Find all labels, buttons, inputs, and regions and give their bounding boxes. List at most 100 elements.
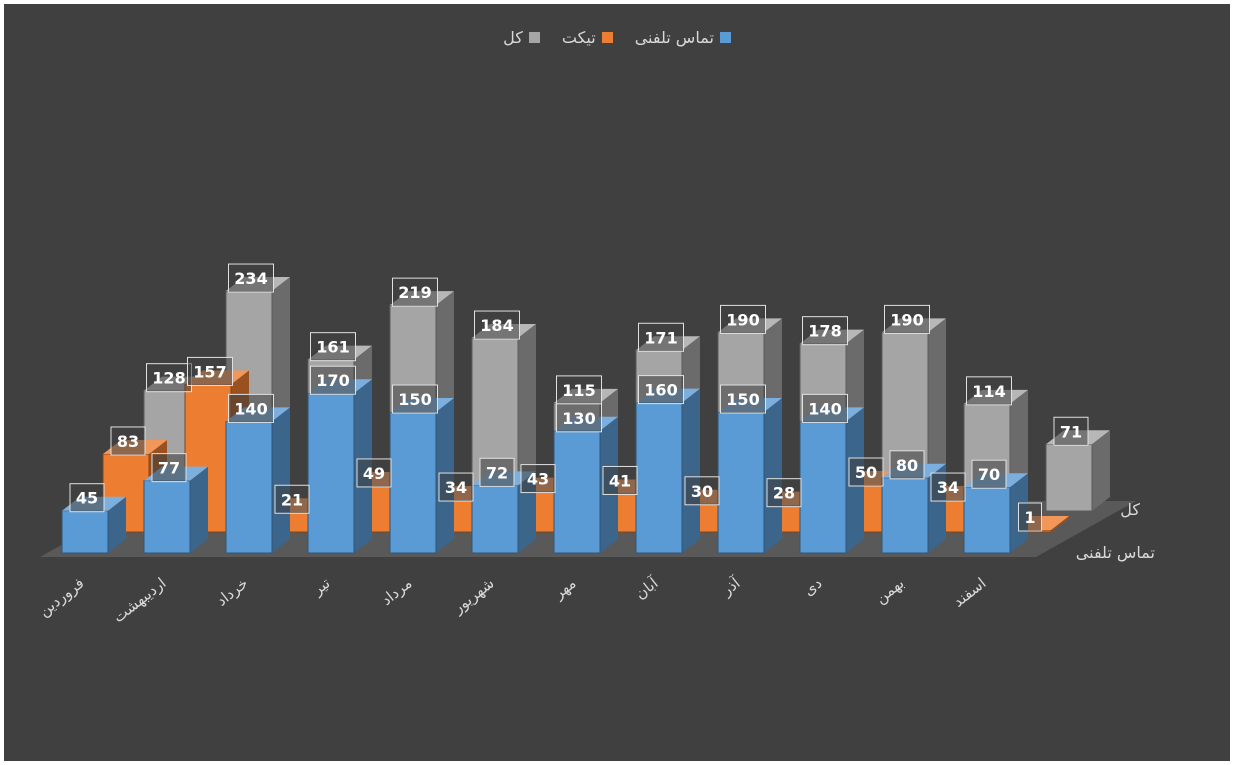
legend-entry-phone: تماس تلفنی [635,28,731,47]
data-label-text: 115 [562,381,595,400]
bar [635,388,700,554]
data-label-box [802,393,848,423]
data-label-box [392,277,438,307]
category-label: دی [800,574,826,600]
bar-side [1092,430,1110,511]
data-label: 170 [310,365,356,395]
bar-side [272,407,290,553]
data-label-text: 130 [562,409,595,428]
data-label-box [392,384,438,414]
data-label: 140 [228,393,274,423]
bar-front [471,484,519,554]
bar-front [635,402,683,554]
data-label: 77 [151,453,187,483]
data-label-box [356,458,392,488]
data-label: 130 [556,403,602,433]
category-label: بهمن [872,574,908,607]
bar-front [225,420,273,554]
data-label: 34 [930,472,966,502]
data-label-text: 190 [890,310,923,329]
legend-swatch-ticket [601,32,613,43]
data-label-text: 171 [644,328,677,347]
bar [389,398,454,554]
data-label: 49 [356,458,392,488]
data-label-box [766,478,802,508]
category-label: فروردین [35,574,87,620]
data-label-box [228,393,274,423]
data-label-text: 178 [808,322,841,341]
data-label-text: 77 [158,459,180,478]
data-label-text: 219 [398,283,431,302]
data-label: 41 [602,465,638,495]
data-label: 190 [884,304,930,334]
data-label: 72 [479,457,515,487]
data-label: 160 [638,375,684,405]
data-label-text: 150 [726,390,759,409]
data-label-text: 170 [316,371,349,390]
data-label-text: 34 [445,478,467,497]
legend: تماس تلفنی تیکت کل [0,28,1234,47]
data-label-box [69,483,105,513]
data-label-text: 157 [193,362,226,381]
data-label-box [1018,502,1042,532]
data-label: 128 [146,363,192,393]
data-label-box [310,365,356,395]
category-label: اسفند [949,574,989,611]
bar-front [881,477,929,554]
data-label: 115 [556,375,602,405]
legend-label-phone: تماس تلفنی [634,28,714,47]
data-label: 28 [766,478,802,508]
data-label: 140 [802,393,848,423]
depth-axis-label-front: تماس تلفنی [1076,543,1155,562]
data-label-text: 21 [281,490,303,509]
data-label-box [556,403,602,433]
data-label-box [556,375,602,405]
legend-swatch-phone [719,32,731,43]
data-label: 184 [474,310,520,340]
data-label-text: 161 [316,338,349,357]
data-label: 71 [1053,416,1089,446]
data-label-box [274,484,310,514]
data-label-box [438,472,474,502]
bar [717,398,782,554]
data-label-box [1053,416,1089,446]
data-label: 161 [310,332,356,362]
data-label: 70 [971,459,1007,489]
category-label: آذر [717,573,744,599]
bar [799,407,864,554]
bar-side [108,496,126,553]
data-label-box [151,453,187,483]
bar-side [1051,516,1069,532]
bar-side [928,318,946,511]
bar [225,407,290,554]
data-label: 1 [1018,502,1042,532]
data-label-text: 150 [398,390,431,409]
data-label-text: 140 [808,399,841,418]
data-label-text: 30 [691,482,713,501]
bar-front [307,392,355,554]
data-label: 80 [889,450,925,480]
data-label: 190 [720,304,766,334]
data-label-box [310,332,356,362]
data-label-box [720,384,766,414]
data-label-text: 160 [644,381,677,400]
data-label: 34 [438,472,474,502]
data-label-text: 45 [76,489,98,508]
depth-axis-label-back: کل [1120,500,1140,519]
data-label-text: 28 [773,484,795,503]
data-label-box [228,263,274,293]
category-label: تیر [308,574,333,599]
bar-front [799,420,847,554]
category-label: آبان [632,573,663,602]
category-label: مهر [549,574,579,603]
bar-front [389,411,437,554]
bar [1045,430,1110,512]
legend-label-total: کل [503,28,523,47]
data-label-box [930,472,966,502]
data-label: 83 [110,426,146,456]
data-label-text: 71 [1060,422,1082,441]
data-label: 43 [520,464,556,494]
data-label-text: 1 [1024,508,1035,527]
category-label: مرداد [378,574,416,609]
